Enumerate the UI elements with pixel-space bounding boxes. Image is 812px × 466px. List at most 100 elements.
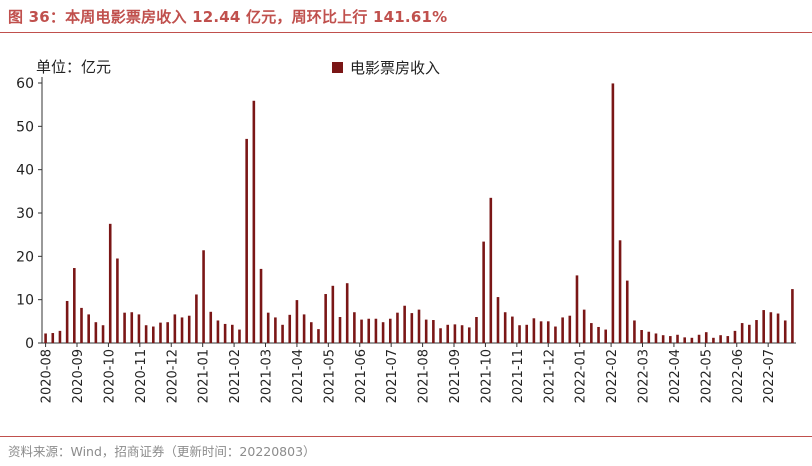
bar (776, 313, 780, 343)
bar (130, 312, 134, 343)
legend: 电影票房收入 (332, 57, 440, 78)
bar (475, 317, 478, 343)
bar (80, 307, 83, 343)
bar (216, 320, 220, 343)
bar (410, 313, 414, 343)
bar (489, 197, 493, 343)
bar (446, 324, 450, 343)
x-tick-label: 2021-03 (260, 349, 275, 403)
bar (288, 314, 292, 343)
bar (748, 324, 751, 343)
bar (173, 314, 177, 343)
bar (783, 320, 787, 343)
bar (640, 330, 643, 343)
bar (654, 333, 658, 343)
x-tick-label: 2021-02 (228, 349, 243, 403)
bar (439, 328, 442, 343)
bar (669, 336, 672, 343)
x-tick-label: 2021-07 (385, 349, 400, 403)
bar (704, 332, 708, 343)
bar (633, 320, 636, 343)
bar (532, 318, 536, 343)
bar (108, 223, 112, 343)
bar (87, 314, 90, 343)
bar (453, 324, 457, 343)
bar (539, 321, 543, 343)
source-note: 资料来源：Wind，招商证券（更新时间：20220803） (8, 444, 316, 459)
bar (309, 322, 313, 343)
bar (187, 315, 191, 343)
bar (374, 318, 378, 343)
x-tick-label: 2020-09 (71, 349, 86, 403)
x-tick-label: 2020-10 (102, 349, 117, 403)
y-tick-label: 30 (16, 206, 34, 222)
bar (575, 275, 579, 343)
bar (209, 311, 213, 343)
bar (223, 323, 227, 343)
bar (116, 258, 119, 343)
x-tick-label: 2022-03 (637, 349, 652, 403)
bar (123, 312, 126, 343)
y-tick-label: 60 (16, 76, 34, 92)
y-tick-label: 50 (16, 119, 34, 135)
bar (604, 329, 607, 343)
bar (396, 312, 399, 343)
x-tick-label: 2020-08 (40, 349, 55, 403)
bar-chart: 0 10 20 30 40 50 60 2020-08 2020-09 2020-10 2020-1… (16, 76, 796, 403)
bar (238, 329, 241, 343)
bar (324, 294, 327, 343)
bar (252, 100, 256, 344)
bar (166, 322, 169, 343)
bar (367, 318, 371, 343)
bar (791, 289, 794, 343)
y-tick-label: 20 (16, 249, 34, 265)
x-tick-label: 2022-04 (668, 349, 683, 403)
bar (482, 241, 485, 343)
bar (467, 327, 471, 343)
bar (618, 240, 622, 343)
bar (712, 337, 715, 343)
y-tick-label: 10 (16, 293, 34, 309)
bar (582, 309, 586, 343)
bar (331, 285, 335, 343)
x-tick-label: 2022-06 (731, 349, 746, 403)
bar (353, 312, 356, 343)
bar (403, 305, 406, 343)
y-tick-label: 40 (16, 163, 34, 179)
bar (58, 330, 62, 343)
bar (338, 317, 342, 343)
bar (511, 316, 514, 343)
bar (51, 333, 55, 343)
title-divider (0, 32, 812, 33)
bar (597, 326, 600, 343)
x-tick-label: 2022-01 (574, 349, 589, 403)
bar (195, 294, 198, 343)
bar (281, 324, 284, 343)
bar (94, 322, 98, 343)
x-tick-label: 2021-08 (417, 349, 432, 403)
bar (625, 280, 629, 343)
bar (432, 320, 435, 343)
x-tick-label: 2022-05 (699, 349, 714, 403)
bar (137, 314, 141, 343)
legend-label: 电影票房收入 (350, 59, 441, 77)
bar (762, 310, 765, 343)
bar (317, 329, 320, 343)
bar (568, 315, 572, 343)
bar (381, 322, 385, 343)
chart-title: 图 36：本周电影票房收入 12.44 亿元，周环比上行 141.61% (8, 8, 448, 26)
bar (295, 300, 299, 343)
bar (302, 314, 306, 343)
bar (360, 319, 363, 343)
bar (152, 326, 155, 343)
y-tick-label: 0 (25, 336, 34, 352)
bar (73, 268, 76, 343)
bar (676, 334, 679, 343)
bar (683, 337, 686, 343)
bar (266, 312, 270, 343)
bar (65, 300, 69, 343)
bar (740, 323, 744, 343)
x-tick-label: 2021-10 (479, 349, 494, 403)
bar (755, 320, 758, 343)
bar (518, 325, 521, 343)
